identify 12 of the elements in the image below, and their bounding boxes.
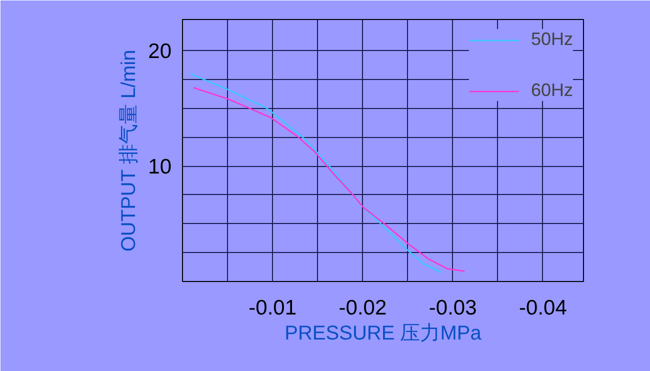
x-tick-label: -0.04 <box>519 296 568 320</box>
y-tick-label: 10 <box>148 156 172 179</box>
line-series <box>192 86 466 272</box>
legend-label: 50Hz <box>530 29 573 50</box>
x-tick-label: -0.03 <box>428 296 477 320</box>
y-tick-label: 20 <box>148 40 172 64</box>
x-axis-title: PRESSURE 压力MPa <box>284 322 482 344</box>
x-tick-label: -0.02 <box>338 296 387 320</box>
y-axis-title: OUTPUT 排气量 L/min <box>118 50 140 252</box>
legend-label: 60Hz <box>530 80 573 101</box>
x-tick-label: -0.01 <box>248 296 297 320</box>
line-series <box>190 73 442 273</box>
